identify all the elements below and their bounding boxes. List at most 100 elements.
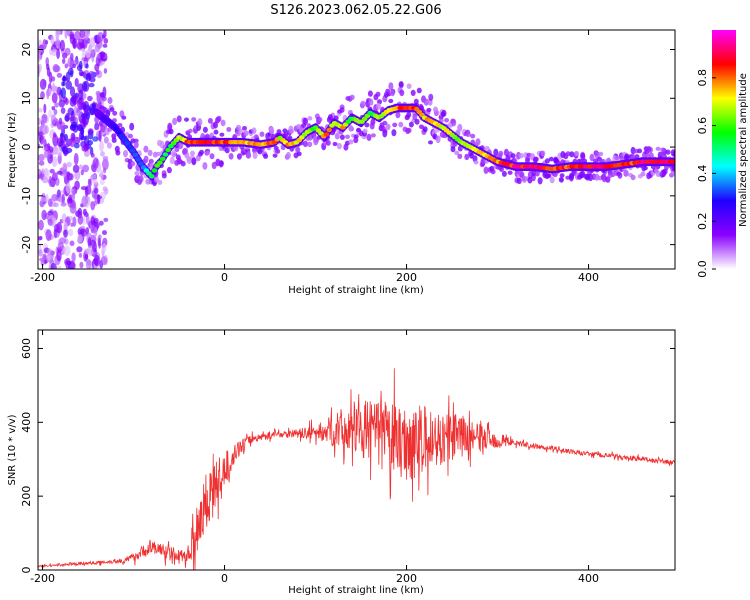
- spectrogram-noise-blob: [70, 121, 78, 128]
- spectrogram-noise-blob: [80, 186, 87, 191]
- spectrogram-envelope-blob: [218, 160, 224, 167]
- spectrogram-noise-blob: [53, 202, 59, 208]
- figure-title: S126.2023.062.05.22.G06: [270, 3, 441, 18]
- spectrogram-noise-blob: [92, 178, 98, 185]
- spectrogram-envelope-blob: [392, 122, 398, 128]
- spectrogram-envelope-blob: [534, 170, 540, 177]
- spectrogram-envelope-blob: [211, 161, 217, 170]
- spectrogram-noise-blob: [50, 35, 55, 46]
- spectrogram-noise-blob: [76, 246, 83, 253]
- spectrogram-envelope-blob: [303, 117, 308, 126]
- spectrogram-noise-blob: [99, 179, 105, 185]
- spectrogram-envelope-blob: [450, 146, 456, 153]
- spectrogram-envelope-blob: [94, 125, 100, 131]
- spectrogram-envelope-blob: [336, 142, 342, 150]
- spectrogram-noise-blob: [77, 124, 84, 132]
- spectrogram-envelope-blob: [597, 156, 603, 162]
- spectrogram-noise-blob: [99, 140, 104, 152]
- spectrogram-noise-blob: [85, 258, 92, 269]
- spectrogram-envelope-blob: [313, 138, 319, 146]
- spectrogram-noise-blob: [56, 72, 63, 78]
- spectrogram-noise-blob: [69, 115, 76, 124]
- spectrogram-envelope-blob: [339, 107, 345, 113]
- spectrogram-noise-blob: [97, 32, 104, 42]
- spectrogram-noise-blob: [98, 237, 102, 249]
- spectrogram-panel: -200 0 200 400 -20 -10 0 10 20 Height of straigh…: [7, 29, 676, 296]
- spectrogram-noise-blob: [56, 48, 60, 59]
- spectrogram-ticks: -200 0 200 400 -20 -10 0 10 20: [20, 30, 675, 284]
- spectrogram-y-tick-label: 10: [20, 91, 33, 105]
- spectrogram-envelope-blob: [498, 150, 504, 157]
- spectrogram-noise-blob: [63, 169, 68, 181]
- spectrogram-noise-blob: [62, 135, 67, 143]
- spectrogram-envelope-blob: [426, 107, 432, 113]
- spectrogram-noise-blob: [84, 150, 90, 157]
- spectrogram-envelope-blob: [224, 147, 230, 154]
- spectrogram-noise-blob: [55, 30, 61, 36]
- spectrogram-envelope-blob: [640, 171, 646, 177]
- spectrogram-envelope-blob: [574, 150, 580, 157]
- spectrogram-envelope-blob: [648, 152, 654, 159]
- spectrogram-envelope-blob: [470, 133, 476, 139]
- spectrogram-noise-blob: [87, 237, 92, 249]
- spectrogram-noise-blob: [38, 107, 43, 113]
- colorbar-tick-label: 0.4: [696, 165, 709, 183]
- spectrogram-envelope-blob: [169, 156, 175, 165]
- snr-x-label: Height of straight line (km): [288, 585, 424, 596]
- spectrogram-noise-blob: [50, 262, 57, 269]
- spectrogram-noise-blob: [43, 103, 47, 114]
- spectrogram-envelope-blob: [569, 151, 575, 158]
- spectrogram-noise-blob: [88, 82, 95, 88]
- spectrogram-y-tick-label: -20: [20, 236, 33, 254]
- spectrogram-envelope-blob: [317, 116, 323, 123]
- spectrogram-noise-blob: [77, 234, 83, 243]
- spectrogram-envelope-blob: [353, 136, 359, 144]
- spectrogram-noise-blob: [58, 117, 63, 125]
- spectrogram-noise-blob: [102, 230, 107, 236]
- spectrogram-noise-blob: [62, 75, 66, 87]
- spectrogram-noise-blob: [78, 131, 85, 141]
- spectrogram-noise-blob: [69, 70, 74, 78]
- spectrogram-envelope-blob: [565, 151, 571, 157]
- spectrogram-noise-blob: [72, 189, 76, 202]
- spectrogram-envelope-blob: [464, 153, 470, 161]
- spectrogram-ridge-point: [165, 147, 171, 153]
- spectrogram-noise-blob: [52, 132, 57, 138]
- spectrogram-envelope-blob: [171, 150, 176, 158]
- spectrogram-ridge-point: [113, 126, 120, 131]
- spectrogram-envelope-blob: [646, 146, 652, 152]
- snr-x-tick-label: 200: [396, 572, 417, 585]
- spectrogram-envelope-blob: [559, 173, 565, 178]
- spectrogram-noise-blob: [72, 63, 77, 69]
- spectrogram-y-tick-label: 0: [20, 144, 33, 151]
- spectrogram-envelope-blob: [518, 152, 524, 159]
- spectrogram-envelope-blob: [307, 116, 313, 121]
- spectrogram-noise-blob: [70, 95, 77, 104]
- spectrogram-envelope-blob: [624, 153, 630, 160]
- spectrogram-noise-blob: [81, 81, 88, 92]
- spectrogram-noise-blob: [48, 175, 53, 187]
- spectrogram-noise-blob: [40, 91, 45, 100]
- spectrogram-noise-blob: [47, 210, 54, 216]
- spectrogram-noise-blob: [71, 252, 76, 263]
- spectrogram-envelope-blob: [123, 150, 128, 158]
- spectrogram-envelope-blob: [332, 141, 338, 147]
- spectrogram-envelope-blob: [510, 153, 516, 159]
- spectrogram-noise-blob: [38, 52, 41, 63]
- spectrogram-envelope-blob: [96, 95, 102, 103]
- spectrogram-noise-blob: [87, 140, 93, 146]
- spectrogram-envelope-blob: [388, 98, 394, 104]
- spectrogram-envelope-blob: [109, 107, 115, 112]
- spectrogram-ridge-point: [157, 160, 163, 165]
- spectrogram-noise-blob: [78, 105, 83, 111]
- spectrogram-envelope-blob: [386, 92, 392, 97]
- snr-x-tick-label: 0: [221, 572, 228, 585]
- spectrogram-noise-blob: [84, 254, 89, 260]
- spectrogram-envelope-blob: [398, 121, 404, 128]
- spectrogram-envelope-blob: [414, 118, 420, 125]
- spectrogram-envelope-blob: [406, 83, 412, 89]
- spectrogram-x-tick-label: 200: [396, 271, 417, 284]
- spectrogram-noise-blob: [94, 63, 100, 72]
